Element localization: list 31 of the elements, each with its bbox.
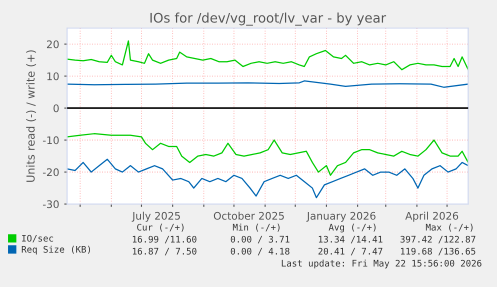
text: Avg (-/+) bbox=[328, 224, 376, 232]
y-tick-label: -30 bbox=[42, 200, 59, 208]
y-tick-label: 0 bbox=[54, 104, 59, 112]
legend-label: IO/sec bbox=[22, 234, 54, 242]
line-series bbox=[67, 80, 468, 88]
text: 0.00 / 4.18 bbox=[230, 248, 290, 256]
y-tick-label: -20 bbox=[42, 168, 59, 176]
y-axis-title: Units read (-) / write (+) bbox=[26, 50, 36, 182]
y-tick-label: -10 bbox=[42, 136, 59, 144]
text: Last update: Fri May 22 15:56:00 2026 bbox=[282, 260, 482, 268]
x-tick-label: October 2025 bbox=[214, 212, 284, 220]
text: 0.00 / 3.71 bbox=[230, 236, 290, 244]
x-tick-label: April 2026 bbox=[405, 212, 458, 222]
y-tick-label: 10 bbox=[47, 72, 59, 80]
text: 13.34 /14.41 bbox=[318, 236, 382, 244]
text: 20.41 / 7.47 bbox=[318, 248, 382, 256]
x-tick-label: July 2025 bbox=[132, 212, 180, 222]
line-series bbox=[67, 133, 468, 176]
text: 119.68 /136.65 bbox=[400, 248, 476, 256]
line-series bbox=[67, 158, 468, 198]
text: Cur (-/+) bbox=[137, 224, 184, 232]
text: 397.42 /122.87 bbox=[400, 236, 476, 244]
legend-label: Req Size (KB) bbox=[22, 246, 90, 254]
text: 16.87 / 7.50 bbox=[132, 248, 196, 256]
text: 16.99 /11.60 bbox=[132, 236, 196, 244]
text: Min (-/+) bbox=[232, 224, 280, 232]
text: Max (-/+) bbox=[426, 224, 473, 232]
chart-title: IOs for /dev/vg_root/lv_var - by year bbox=[150, 12, 386, 26]
line-series bbox=[67, 40, 468, 70]
y-tick-label: 20 bbox=[46, 40, 59, 48]
x-tick-label: January 2026 bbox=[306, 212, 376, 222]
